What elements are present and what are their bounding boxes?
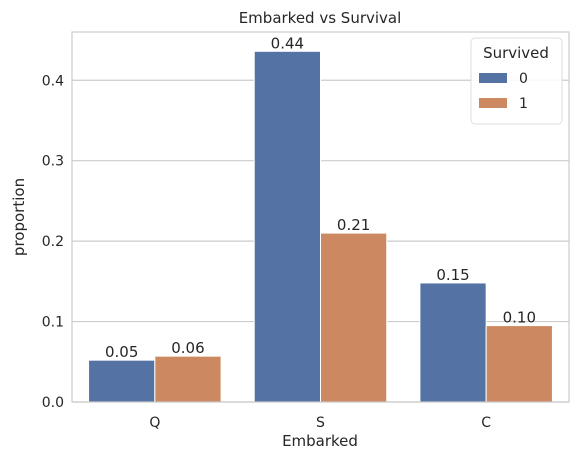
- legend-title: Survived: [483, 44, 549, 62]
- data-label: 0.06: [171, 339, 204, 357]
- x-axis-title: Embarked: [282, 432, 358, 450]
- data-label: 0.44: [271, 34, 304, 52]
- y-tick-labels: 0.0 0.1 0.2 0.3 0.4: [42, 73, 64, 411]
- y-tick-label: 0.1: [42, 315, 64, 331]
- data-labels: 0.05 0.06 0.44 0.21 0.15 0.10: [105, 34, 536, 361]
- y-tick-label: 0.0: [42, 395, 64, 411]
- data-label: 0.05: [105, 343, 138, 361]
- legend: Survived 0 1: [470, 37, 563, 125]
- bar-series-1: [485, 325, 553, 403]
- bar-series-0: [253, 50, 322, 403]
- data-label: 0.15: [436, 266, 469, 284]
- bar-series-0: [419, 282, 487, 403]
- x-tick-label: S: [316, 415, 325, 431]
- y-tick-label: 0.4: [42, 73, 64, 89]
- bar-series-0: [88, 359, 156, 403]
- legend-swatch-series-0: [479, 73, 507, 83]
- data-label: 0.21: [337, 216, 370, 234]
- data-label: 0.10: [503, 309, 536, 327]
- bar-series-1: [154, 355, 222, 403]
- y-tick-label: 0.2: [42, 234, 64, 250]
- bar-series-1: [320, 232, 388, 403]
- legend-swatch-series-1: [479, 98, 507, 108]
- legend-label-series-0: 0: [519, 71, 528, 87]
- plot-frame: [71, 31, 570, 403]
- x-tick-label: C: [481, 415, 491, 431]
- legend-label-series-1: 1: [519, 96, 528, 112]
- y-tick-label: 0.3: [42, 154, 64, 170]
- chart-title: Embarked vs Survival: [239, 9, 402, 27]
- bars: [88, 50, 553, 403]
- x-tick-label: Q: [149, 415, 160, 431]
- y-axis-title: proportion: [10, 178, 28, 256]
